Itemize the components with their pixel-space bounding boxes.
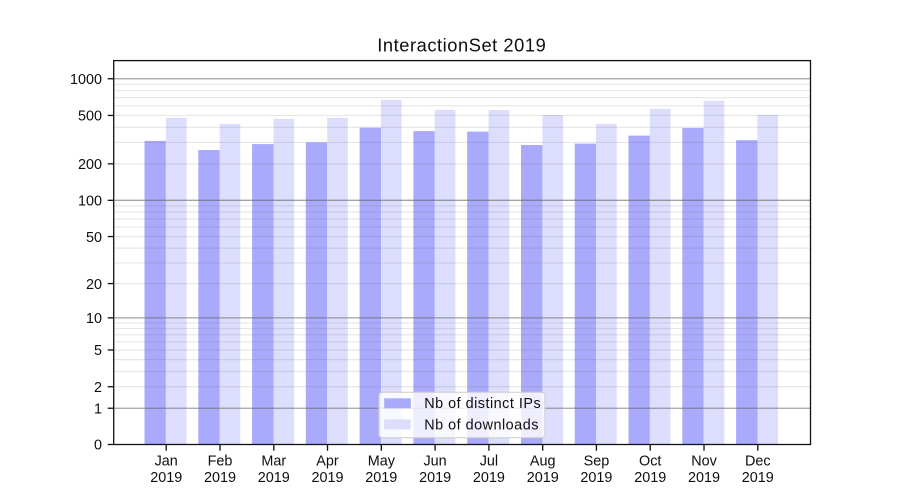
svg-text:Oct: Oct (639, 454, 661, 470)
svg-text:2019: 2019 (150, 470, 182, 486)
svg-text:1000: 1000 (70, 72, 102, 88)
svg-text:2019: 2019 (580, 470, 612, 486)
svg-text:2019: 2019 (258, 470, 290, 486)
svg-text:100: 100 (78, 194, 102, 210)
svg-text:2: 2 (94, 380, 102, 396)
svg-text:2019: 2019 (204, 470, 236, 486)
svg-text:50: 50 (86, 230, 102, 246)
svg-text:May: May (368, 454, 396, 470)
svg-text:Jan: Jan (155, 454, 178, 470)
svg-text:Sep: Sep (584, 454, 610, 470)
svg-text:Nb of downloads: Nb of downloads (424, 417, 539, 433)
svg-text:2019: 2019 (365, 470, 397, 486)
svg-text:1: 1 (94, 401, 102, 417)
svg-text:2019: 2019 (473, 470, 505, 486)
svg-text:Mar: Mar (261, 454, 286, 470)
svg-text:Jul: Jul (480, 454, 498, 470)
svg-text:Dec: Dec (745, 454, 771, 470)
svg-text:2019: 2019 (419, 470, 451, 486)
svg-text:Nov: Nov (691, 454, 717, 470)
svg-text:Jun: Jun (423, 454, 446, 470)
svg-text:Feb: Feb (208, 454, 233, 470)
svg-text:2019: 2019 (311, 470, 343, 486)
svg-text:500: 500 (78, 109, 102, 125)
svg-text:200: 200 (78, 157, 102, 173)
svg-text:2019: 2019 (527, 470, 559, 486)
svg-text:2019: 2019 (742, 470, 774, 486)
svg-text:Aug: Aug (530, 454, 556, 470)
svg-text:2019: 2019 (688, 470, 720, 486)
svg-text:Nb of distinct IPs: Nb of distinct IPs (424, 396, 541, 412)
svg-text:Apr: Apr (316, 454, 339, 470)
svg-text:InteractionSet 2019: InteractionSet 2019 (377, 35, 546, 56)
svg-text:20: 20 (86, 277, 102, 293)
svg-text:5: 5 (94, 343, 102, 359)
svg-text:0: 0 (94, 438, 102, 454)
svg-text:10: 10 (86, 311, 102, 327)
svg-text:2019: 2019 (634, 470, 666, 486)
